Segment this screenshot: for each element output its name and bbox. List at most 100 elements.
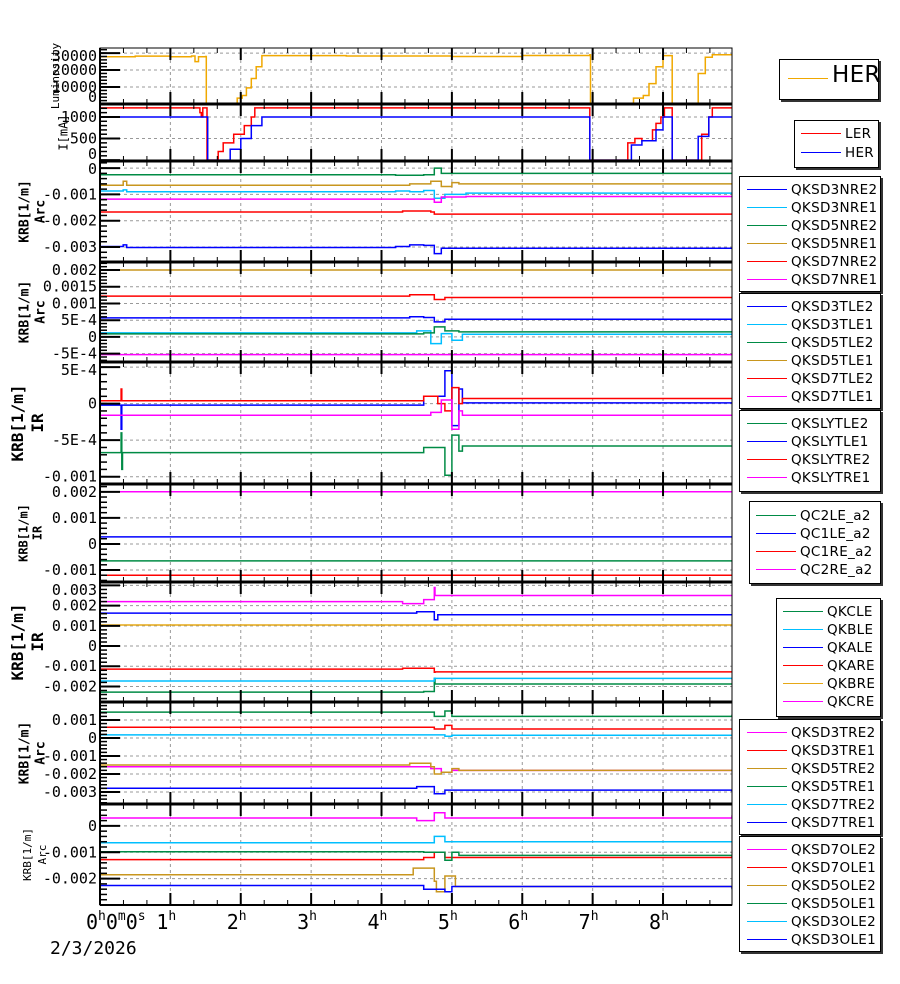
y-axis-label: KRB[1/m] [8,384,27,461]
y-tick-label: 0.001 [52,617,97,635]
legend-swatch [783,683,823,684]
tick-unit-superscript: m [118,909,126,924]
legend-label: QKSD3TRE1 [791,743,876,759]
legend-label: QKSD5NRE1 [791,236,878,252]
y-tick-label: 30000 [52,47,97,65]
series-line-QKSD5OLE2 [100,867,732,893]
legend-label: QKSD7NRE2 [791,254,878,270]
tick-unit-superscript: h [168,909,176,924]
legend-label: QKSD3OLE1 [791,932,876,948]
y-tick-label: -0.003 [43,238,97,256]
panel-frame [99,103,733,162]
legend-label: QKSLYTRE1 [791,470,871,486]
tick-number: 5 [438,910,450,934]
legend-label: LER [845,126,872,142]
y-tick-label: 0 [88,145,97,163]
series-line-QKBLE [100,677,732,682]
y-tick-label: 0 [88,88,97,106]
series-line-QKSD7OLE1 [100,851,732,861]
legend-label: QKSD5TLE2 [791,335,874,351]
tick-unit-superscript: h [450,909,458,924]
y-axis-label: KRB[1/m] [17,504,31,562]
series-line-QKSD5TRE1 [100,710,732,718]
y-tick-label: -0.001 [43,561,97,579]
legend-swatch [783,701,823,702]
legend-swatch [801,152,841,153]
series-line-QKSD3NRE2 [100,244,732,255]
legend-label: QKSD5OLE2 [791,878,876,894]
y-tick-label: 0.003 [52,581,97,599]
legend-swatch [747,378,787,379]
series-line-QKSLYTLE2 [100,432,732,476]
tick-number: 3 [297,910,309,934]
legend-swatch [788,78,828,79]
y-axis-label: KRB[1/m] [17,180,32,243]
legend-label: QKSD7OLE2 [791,842,876,858]
legend-swatch [747,903,787,904]
y-axis-label: IR [31,525,45,540]
legend-label: QKSD5OLE1 [791,896,876,912]
series-line-QKSD3TLE1 [100,330,732,345]
series-line-QKSD7TLE2 [100,294,732,301]
y-tick-label: -0.002 [43,765,97,783]
legend-swatch [747,786,787,787]
legend-label: QKSD3OLE2 [791,914,876,930]
panel-frame [99,483,733,583]
tick-unit-superscript: h [239,909,247,924]
legend-panel-2: QKSD3NRE2 QKSD3NRE1 QKSD5NRE2 QKSD5NRE1 QKSD… [739,176,881,292]
legend-label: QKSD3TLE2 [791,299,874,315]
y-tick-label: 0.002 [52,483,97,501]
legend-label: QKSLYTLE1 [791,434,869,450]
tick-number: 1 [156,910,168,934]
panel-frame [99,261,733,363]
legend-swatch [747,867,787,868]
series-line-QKSD3OLE2 [100,835,732,844]
legend-swatch [747,243,787,244]
legend-label: QKSLYTLE2 [791,416,869,432]
series-line-QKSD7TRE2 [100,734,732,737]
legend-label: QKSD7OLE1 [791,860,876,876]
series-line-QKSD3TRE1 [100,724,732,730]
series-line-QKSD5TLE2 [100,326,732,335]
legend-label: QKSD5TRE2 [791,761,876,777]
series-line-HER [100,54,732,104]
y-axis-label: KRB[1/m] [17,722,32,785]
y-axis-label: KRB[1/m] [17,281,32,344]
tick-number: 0 [106,910,118,934]
y-axis-label: KRB[1/m] [21,828,34,881]
tick-number: 2 [227,910,239,934]
series-line-QKSD5NRE1 [100,180,732,188]
tick-unit-superscript: h [591,909,599,924]
tick-number: 0 [86,910,98,934]
legend-swatch [747,279,787,280]
y-tick-label: -5E-4 [52,431,97,449]
y-tick-label: -0.001 [43,843,97,861]
y-tick-label: 0.002 [52,261,97,279]
legend-swatch [756,569,796,570]
legend-swatch [756,515,796,516]
y-tick-label: 1000 [61,108,97,126]
series-line-QKSD5OLE1 [100,850,732,861]
y-tick-label: -0.002 [43,870,97,888]
x-tick-label: 5h [438,909,458,934]
series-line-QKSLYTRE1 [100,399,732,430]
y-tick-label: 0 [88,395,97,413]
legend-label: QC1RE_a2 [800,544,873,560]
date-label: 2/3/2026 [50,938,137,959]
legend-label: QKBRE [827,676,876,692]
y-tick-label: -0.001 [43,747,97,765]
legend-label: QKSD7TLE1 [791,389,874,405]
y-axis-label: IR [28,413,47,433]
legend-swatch [747,306,787,307]
y-tick-label: -0.003 [43,783,97,801]
legend-swatch [747,939,787,940]
legend-swatch [783,647,823,648]
series-line-QKSD5TRE2 [100,762,732,775]
y-tick-label: 0 [88,637,97,655]
legend-label: QKSD3TRE2 [791,725,876,741]
y-axis-label: IR [28,632,47,652]
tick-number: 8 [649,910,661,934]
